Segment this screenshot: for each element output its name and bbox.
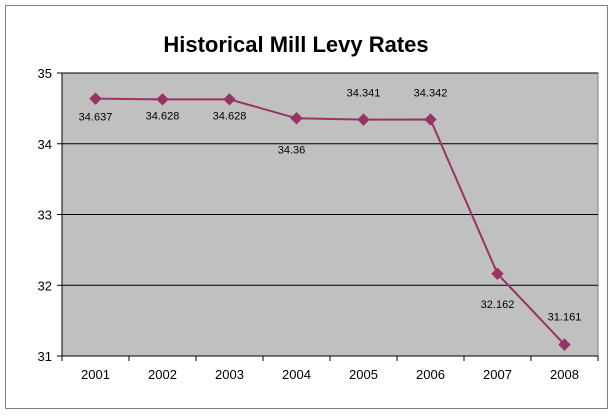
data-point-marker xyxy=(558,338,571,351)
y-axis-ticks: 31 32 33 34 35 xyxy=(38,66,62,364)
y-tick-label: 34 xyxy=(38,137,52,152)
series-markers xyxy=(89,92,571,351)
x-tick-label: 2002 xyxy=(148,367,177,382)
data-point-marker xyxy=(156,93,169,106)
x-tick-label: 2005 xyxy=(349,367,378,382)
x-axis-ticks: 2001 2002 2003 2004 2005 2006 2007 2008 xyxy=(61,356,599,382)
data-label: 34.637 xyxy=(79,112,113,124)
data-labels: 34.637 34.628 34.628 34.36 34.341 34.342 32.16… xyxy=(79,88,582,324)
x-tick-label: 2004 xyxy=(282,367,311,382)
y-tick-label: 35 xyxy=(38,66,52,81)
data-point-marker xyxy=(223,93,236,106)
x-tick-label: 2008 xyxy=(550,367,579,382)
data-point-marker xyxy=(491,267,504,280)
data-point-marker xyxy=(424,113,437,126)
data-point-marker xyxy=(89,92,102,105)
data-label: 34.36 xyxy=(278,144,306,156)
data-label: 34.341 xyxy=(347,88,381,100)
chart-title: Historical Mill Levy Rates xyxy=(163,32,428,57)
data-label: 34.342 xyxy=(414,88,448,100)
y-tick-label: 31 xyxy=(38,349,52,364)
series-lines xyxy=(95,97,566,346)
x-tick-label: 2006 xyxy=(416,367,445,382)
data-label: 34.628 xyxy=(146,110,180,122)
data-label: 34.628 xyxy=(213,110,247,122)
x-tick-label: 2001 xyxy=(81,367,110,382)
y-tick-label: 32 xyxy=(38,278,52,293)
x-tick-label: 2007 xyxy=(483,367,512,382)
data-label: 31.161 xyxy=(548,312,582,324)
x-tick-label: 2003 xyxy=(215,367,244,382)
series-line xyxy=(95,97,566,346)
data-label: 32.162 xyxy=(481,299,515,311)
data-point-marker xyxy=(357,113,370,126)
y-tick-label: 33 xyxy=(38,208,52,223)
data-point-marker xyxy=(290,112,303,125)
